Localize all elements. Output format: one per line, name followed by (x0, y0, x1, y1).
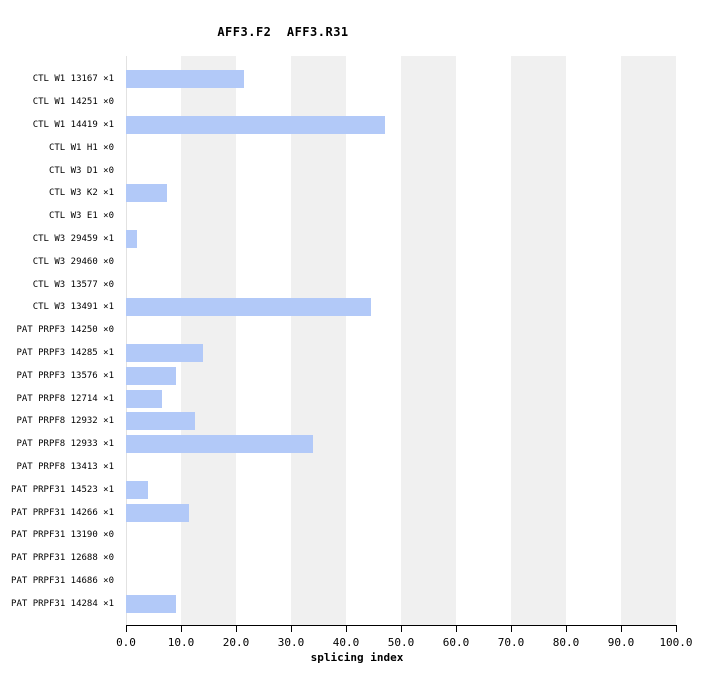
y-axis-label: PAT PRPF8 12933 ×1 (16, 439, 114, 450)
bar-row (126, 456, 676, 479)
bar (126, 229, 137, 248)
y-axis-label: CTL W1 H1 ×0 (48, 142, 114, 153)
y-axis-label: CTL W1 14419 ×1 (32, 119, 114, 130)
bar (126, 480, 148, 499)
bar-row (126, 319, 676, 342)
bar-row (126, 410, 676, 433)
bar-row (126, 228, 676, 251)
y-axis-label: CTL W3 K2 ×1 (48, 188, 114, 199)
bar-row (126, 296, 676, 319)
x-axis-tick-label: 0.0 (116, 636, 136, 649)
plot-area (126, 56, 676, 625)
bar-row (126, 524, 676, 547)
x-axis-tick-label: 20.0 (222, 636, 250, 649)
x-axis-line (126, 625, 677, 626)
zero-gridline (126, 56, 127, 625)
x-axis-tick-label: 60.0 (442, 636, 470, 649)
x-axis-title: splicing index (310, 651, 404, 664)
y-axis-label: PAT PRPF3 13576 ×1 (16, 370, 114, 381)
bar-row (126, 273, 676, 296)
x-axis-tick (126, 626, 127, 632)
bar-row (126, 114, 676, 137)
bar-row (126, 342, 676, 365)
y-axis-label: CTL W3 29460 ×0 (32, 256, 114, 267)
y-axis-labels: CTL W1 13167 ×1 CTL W1 14251 ×0 CTL W1 144… (0, 68, 114, 615)
bar-row (126, 364, 676, 387)
y-axis-label: PAT PRPF31 12688 ×0 (11, 553, 114, 564)
y-axis-label: PAT PRPF31 14284 ×1 (11, 598, 114, 609)
x-axis-tick-label: 10.0 (167, 636, 195, 649)
y-axis-label: PAT PRPF31 14266 ×1 (11, 507, 114, 518)
bar (126, 184, 168, 203)
x-axis-tick (621, 626, 622, 632)
x-axis-tick (346, 626, 347, 632)
x-axis-tick-label: 30.0 (277, 636, 305, 649)
bar (126, 70, 245, 89)
bar-row (126, 205, 676, 228)
bar-row (126, 182, 676, 205)
bar-row (126, 570, 676, 593)
bar-row (126, 478, 676, 501)
x-axis-tick (181, 626, 182, 632)
bar (126, 594, 176, 613)
y-axis-label: PAT PRPF31 14686 ×0 (11, 575, 114, 586)
bar (126, 343, 203, 362)
x-axis-tick (566, 626, 567, 632)
bar (126, 503, 190, 522)
bar (126, 298, 371, 317)
x-axis-tick (401, 626, 402, 632)
chart-title: AFF3.F2 AFF3.R31 (217, 25, 349, 39)
bar-row (126, 68, 676, 91)
x-axis-tick (676, 626, 677, 632)
x-axis-tick (511, 626, 512, 632)
y-axis-label: CTL W3 E1 ×0 (48, 211, 114, 222)
bars-container (126, 68, 676, 615)
bar (126, 366, 176, 385)
y-axis-label: PAT PRPF8 12932 ×1 (16, 416, 114, 427)
bar-row (126, 159, 676, 182)
y-axis-label: PAT PRPF31 13190 ×0 (11, 530, 114, 541)
bar (126, 412, 195, 431)
y-axis-label: CTL W1 13167 ×1 (32, 74, 114, 85)
bar (126, 389, 162, 408)
bar-row (126, 501, 676, 524)
bar-row (126, 433, 676, 456)
x-axis-tick-label: 40.0 (332, 636, 360, 649)
x-axis-tick-label: 100.0 (659, 636, 693, 649)
y-axis-label: PAT PRPF31 14523 ×1 (11, 484, 114, 495)
y-axis-label: PAT PRPF8 12714 ×1 (16, 393, 114, 404)
x-axis-tick-label: 80.0 (552, 636, 580, 649)
bar-row (126, 136, 676, 159)
x-axis-tick-label: 70.0 (497, 636, 525, 649)
bar-row (126, 592, 676, 615)
y-axis-label: CTL W3 13491 ×1 (32, 302, 114, 313)
bar-row (126, 250, 676, 273)
x-axis-tick (291, 626, 292, 632)
y-axis-label: PAT PRPF3 14250 ×0 (16, 325, 114, 336)
y-axis-label: CTL W3 D1 ×0 (48, 165, 114, 176)
bar-row (126, 547, 676, 570)
y-axis-label: PAT PRPF8 13413 ×1 (16, 461, 114, 472)
x-axis-tick (236, 626, 237, 632)
x-axis-tick-label: 50.0 (387, 636, 415, 649)
y-axis-label: CTL W3 29459 ×1 (32, 233, 114, 244)
x-axis-tick (456, 626, 457, 632)
y-axis-label: CTL W3 13577 ×0 (32, 279, 114, 290)
bar-row (126, 91, 676, 114)
y-axis-label: PAT PRPF3 14285 ×1 (16, 347, 114, 358)
bar (126, 435, 313, 454)
bar (126, 115, 385, 134)
y-axis-label: CTL W1 14251 ×0 (32, 97, 114, 108)
bar-row (126, 387, 676, 410)
x-axis-tick-label: 90.0 (607, 636, 635, 649)
